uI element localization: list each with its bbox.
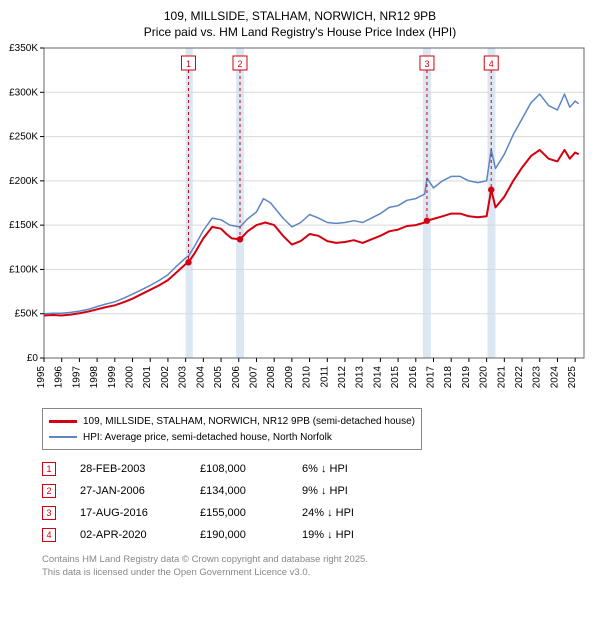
svg-text:2021: 2021: [496, 366, 507, 389]
sales-row: 4 02-APR-2020 £190,000 19% ↓ HPI: [42, 524, 594, 546]
sales-row: 3 17-AUG-2016 £155,000 24% ↓ HPI: [42, 502, 594, 524]
svg-text:1997: 1997: [71, 366, 82, 389]
svg-text:2005: 2005: [213, 366, 224, 389]
svg-text:£150K: £150K: [9, 221, 38, 232]
svg-text:2011: 2011: [319, 366, 330, 388]
svg-text:4: 4: [489, 59, 494, 69]
legend-label-price: 109, MILLSIDE, STALHAM, NORWICH, NR12 9P…: [83, 416, 415, 427]
sale-date: 02-APR-2020: [80, 529, 176, 541]
svg-text:£300K: £300K: [9, 88, 38, 99]
svg-text:2000: 2000: [125, 366, 136, 389]
svg-text:2010: 2010: [302, 366, 313, 389]
svg-text:1999: 1999: [107, 366, 118, 389]
footnote-line1: Contains HM Land Registry data © Crown c…: [42, 554, 594, 567]
sale-price: £190,000: [200, 529, 278, 541]
svg-text:2016: 2016: [408, 366, 419, 389]
legend-label-hpi: HPI: Average price, semi-detached house,…: [83, 432, 332, 443]
svg-text:2022: 2022: [514, 366, 525, 389]
svg-text:2012: 2012: [337, 366, 348, 389]
svg-text:£200K: £200K: [9, 176, 38, 187]
sale-diff: 6% ↓ HPI: [302, 463, 388, 475]
sale-date: 17-AUG-2016: [80, 507, 176, 519]
svg-text:2019: 2019: [461, 366, 472, 389]
legend-swatch-hpi: [49, 436, 77, 438]
svg-text:2009: 2009: [284, 366, 295, 389]
svg-text:2008: 2008: [266, 366, 277, 389]
legend-swatch-price: [49, 420, 77, 423]
sale-price: £155,000: [200, 507, 278, 519]
sale-marker-icon: 2: [42, 484, 56, 498]
sale-price: £134,000: [200, 485, 278, 497]
sales-row: 1 28-FEB-2003 £108,000 6% ↓ HPI: [42, 458, 594, 480]
svg-text:2024: 2024: [549, 366, 560, 389]
svg-text:2003: 2003: [178, 366, 189, 389]
title-line1: 109, MILLSIDE, STALHAM, NORWICH, NR12 9P…: [6, 8, 594, 24]
svg-text:3: 3: [424, 59, 429, 69]
sale-diff: 9% ↓ HPI: [302, 485, 388, 497]
sales-row: 2 27-JAN-2006 £134,000 9% ↓ HPI: [42, 480, 594, 502]
svg-text:2004: 2004: [195, 366, 206, 389]
sale-date: 27-JAN-2006: [80, 485, 176, 497]
sales-table: 1 28-FEB-2003 £108,000 6% ↓ HPI 2 27-JAN-2006…: [42, 458, 594, 546]
svg-text:1998: 1998: [89, 366, 100, 389]
chart-title: 109, MILLSIDE, STALHAM, NORWICH, NR12 9P…: [6, 8, 594, 40]
title-line2: Price paid vs. HM Land Registry's House …: [6, 24, 594, 40]
sale-marker-icon: 4: [42, 528, 56, 542]
svg-text:2006: 2006: [231, 366, 242, 389]
footnote: Contains HM Land Registry data © Crown c…: [42, 554, 594, 580]
svg-text:£350K: £350K: [9, 43, 38, 54]
svg-text:£0: £0: [27, 353, 39, 364]
sale-diff: 24% ↓ HPI: [302, 507, 388, 519]
svg-text:2018: 2018: [443, 366, 454, 389]
svg-text:2: 2: [237, 59, 242, 69]
svg-text:£50K: £50K: [15, 309, 39, 320]
sale-diff: 19% ↓ HPI: [302, 529, 388, 541]
svg-text:1996: 1996: [54, 366, 65, 389]
svg-text:1: 1: [186, 59, 191, 69]
svg-text:2002: 2002: [160, 366, 171, 389]
svg-text:2025: 2025: [567, 366, 578, 389]
legend-row-price: 109, MILLSIDE, STALHAM, NORWICH, NR12 9P…: [49, 413, 415, 429]
svg-text:2014: 2014: [372, 366, 383, 389]
sale-date: 28-FEB-2003: [80, 463, 176, 475]
svg-text:2020: 2020: [479, 366, 490, 389]
sale-marker-icon: 3: [42, 506, 56, 520]
svg-text:£100K: £100K: [9, 265, 38, 276]
legend: 109, MILLSIDE, STALHAM, NORWICH, NR12 9P…: [42, 408, 422, 450]
legend-row-hpi: HPI: Average price, semi-detached house,…: [49, 429, 415, 445]
svg-text:£250K: £250K: [9, 132, 38, 143]
svg-text:2015: 2015: [390, 366, 401, 389]
sale-price: £108,000: [200, 463, 278, 475]
chart-area: £0 £50K £100K £150K £200K £250K £300K £350K 1995…: [6, 42, 594, 402]
sale-marker-icon: 1: [42, 462, 56, 476]
footnote-line2: This data is licensed under the Open Gov…: [42, 567, 594, 580]
chart-svg: £0 £50K £100K £150K £200K £250K £300K £350K 1995…: [6, 42, 594, 402]
svg-text:2001: 2001: [142, 366, 153, 389]
svg-text:2023: 2023: [532, 366, 543, 389]
svg-text:2017: 2017: [426, 366, 437, 389]
svg-text:2007: 2007: [248, 366, 259, 389]
svg-text:2013: 2013: [355, 366, 366, 389]
svg-text:1995: 1995: [36, 366, 47, 389]
